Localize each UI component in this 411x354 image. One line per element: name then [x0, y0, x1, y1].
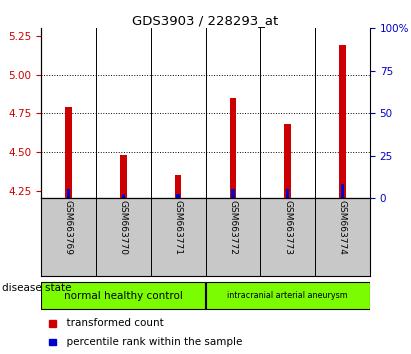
- Text: GSM663773: GSM663773: [283, 200, 292, 255]
- Title: GDS3903 / 228293_at: GDS3903 / 228293_at: [132, 14, 279, 27]
- Bar: [341, 184, 344, 198]
- Text: percentile rank within the sample: percentile rank within the sample: [60, 337, 242, 347]
- Bar: [176, 194, 180, 198]
- Bar: [67, 189, 70, 198]
- Text: disease state: disease state: [2, 282, 72, 293]
- Bar: [65, 107, 72, 198]
- Bar: [175, 175, 181, 198]
- Bar: [41, 282, 206, 309]
- Bar: [231, 189, 235, 198]
- Text: GSM663771: GSM663771: [173, 200, 182, 255]
- Text: intracranial arterial aneurysm: intracranial arterial aneurysm: [227, 291, 348, 300]
- Text: normal healthy control: normal healthy control: [64, 291, 183, 301]
- Bar: [230, 98, 236, 198]
- Bar: [284, 124, 291, 198]
- Text: GSM663772: GSM663772: [229, 200, 238, 255]
- Bar: [339, 45, 346, 198]
- Bar: [206, 282, 370, 309]
- Text: GSM663770: GSM663770: [119, 200, 128, 255]
- Bar: [122, 194, 125, 198]
- Text: GSM663769: GSM663769: [64, 200, 73, 255]
- Text: GSM663774: GSM663774: [338, 200, 347, 255]
- Bar: [286, 189, 289, 198]
- Bar: [120, 155, 127, 198]
- Text: transformed count: transformed count: [60, 318, 164, 329]
